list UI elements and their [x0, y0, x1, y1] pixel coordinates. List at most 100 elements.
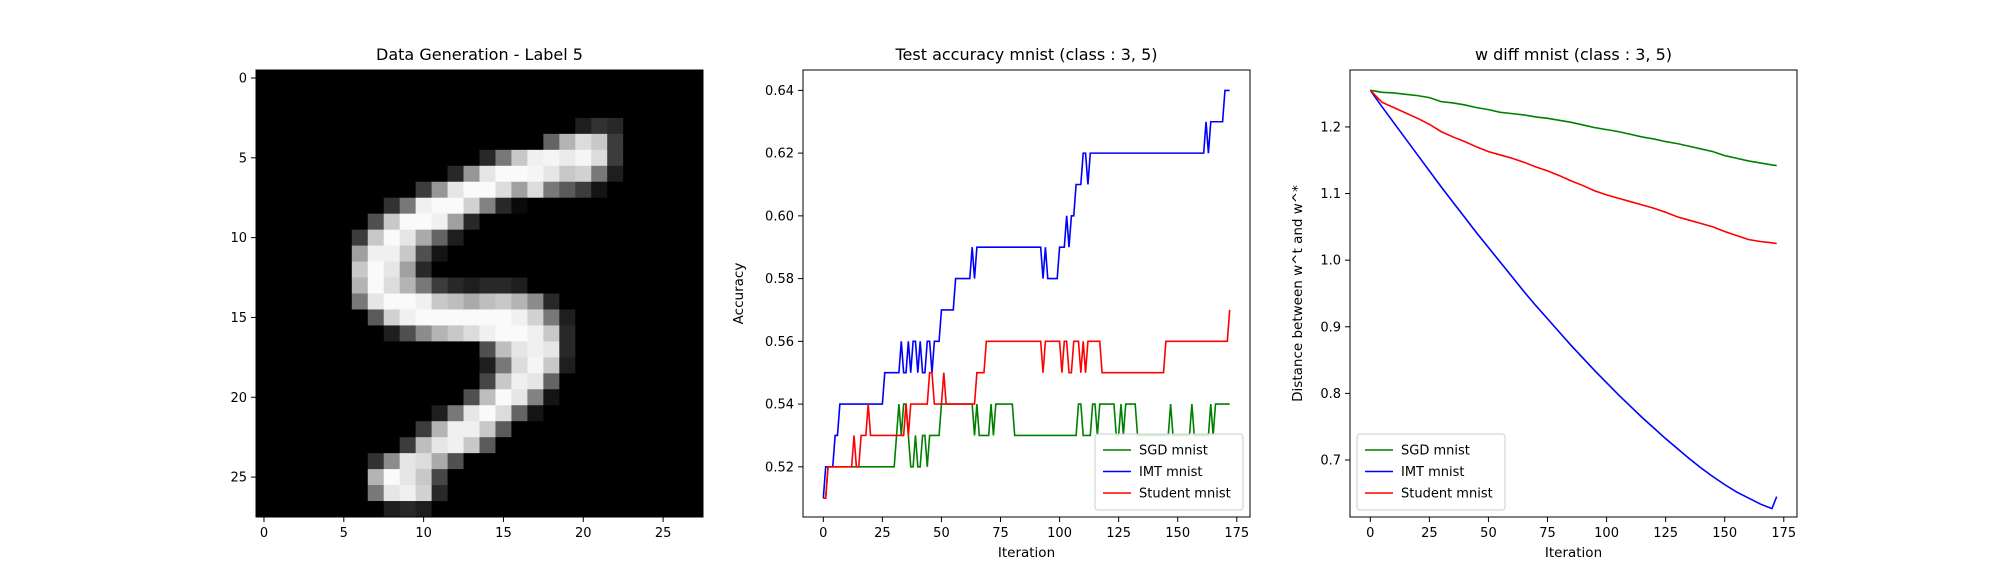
heatmap-cell — [351, 229, 369, 246]
heatmap-cell — [687, 469, 704, 486]
heatmap-cell — [383, 341, 401, 358]
chart-title: w diff mnist (class : 3, 5) — [1475, 45, 1672, 64]
heatmap-cell — [399, 133, 417, 151]
heatmap-cell — [399, 453, 417, 470]
heatmap-cell — [463, 197, 480, 215]
heatmap-cell — [687, 245, 704, 262]
heatmap-cell — [383, 405, 401, 422]
heatmap-cell — [447, 261, 464, 278]
x-tick-label: 150 — [1712, 526, 1737, 541]
heatmap-cell — [687, 421, 704, 438]
heatmap-cell — [431, 325, 448, 342]
heatmap-cell — [447, 277, 464, 294]
heatmap-cell — [447, 197, 464, 215]
heatmap-cell — [367, 501, 385, 518]
heatmap-cell — [319, 261, 337, 278]
heatmap-cell — [559, 197, 576, 215]
heatmap-cell — [495, 261, 512, 278]
heatmap-cell — [655, 229, 672, 246]
heatmap-cell — [287, 341, 305, 358]
heatmap-cell — [543, 277, 560, 294]
heatmap-cell — [591, 133, 608, 151]
heatmap-cell — [303, 453, 321, 470]
heatmap-cell — [543, 85, 560, 103]
heatmap-cell — [399, 117, 417, 135]
heatmap-cell — [351, 437, 369, 454]
heatmap-cell — [575, 501, 592, 518]
heatmap-cell — [527, 229, 544, 246]
heatmap-cell — [415, 133, 432, 151]
heatmap-cell — [671, 469, 688, 486]
heatmap-cell — [256, 437, 273, 454]
heatmap-cell — [431, 341, 448, 358]
heatmap-cell — [623, 133, 640, 151]
heatmap-cell — [511, 277, 528, 294]
heatmap-cell — [256, 373, 273, 390]
heatmap-cell — [575, 181, 592, 199]
heatmap-cell — [256, 405, 273, 422]
heatmap-cell — [623, 501, 640, 518]
heatmap-cell — [687, 85, 704, 103]
heatmap-cell — [543, 261, 560, 278]
heatmap-cell — [687, 117, 704, 135]
heatmap-cell — [511, 245, 528, 262]
heatmap-cell — [479, 277, 496, 294]
series-line-2 — [823, 309, 1231, 499]
heatmap-cell — [383, 277, 401, 294]
heatmap-cell — [559, 165, 576, 183]
heatmap-cell — [303, 277, 321, 294]
x-tick-label: 50 — [1480, 526, 1497, 541]
heatmap-cell — [527, 213, 544, 231]
heatmap-cell — [447, 405, 464, 422]
heatmap-cell — [271, 293, 289, 310]
heatmap-cell — [463, 341, 480, 358]
heatmap-cell — [383, 101, 401, 119]
heatmap-cell — [671, 373, 688, 390]
heatmap-cell — [543, 501, 560, 518]
heatmap-cell — [479, 341, 496, 358]
heatmap-cell — [271, 229, 289, 246]
legend-frame — [1356, 433, 1506, 511]
heatmap-cell — [383, 181, 401, 199]
heatmap-cell — [687, 373, 704, 390]
heatmap-cell — [623, 405, 640, 422]
x-tick-label: 5 — [340, 526, 348, 541]
heatmap-cell — [415, 341, 432, 358]
heatmap-cell — [287, 229, 305, 246]
heatmap-cell — [623, 85, 640, 103]
heatmap-cell — [351, 389, 369, 406]
heatmap-cell — [575, 405, 592, 422]
heatmap-cell — [591, 197, 608, 215]
heatmap-cell — [559, 453, 576, 470]
heatmap-cell — [335, 421, 353, 438]
heatmap-cell — [399, 437, 417, 454]
heatmap-cell — [319, 437, 337, 454]
heatmap-cell — [527, 133, 544, 151]
heatmap-cell — [351, 277, 369, 294]
image-panel: 0 5 10 15 20 25 0 5 10 15 20 25 Data Generation - La… — [230, 45, 704, 541]
heatmap-cell — [607, 469, 624, 486]
heatmap-cell — [623, 117, 640, 135]
heatmap-cell — [383, 133, 401, 151]
heatmap-cell — [639, 229, 656, 246]
heatmap-cell — [335, 389, 353, 406]
heatmap-cell — [591, 325, 608, 342]
heatmap-cell — [559, 357, 576, 374]
x-tick-label: 100 — [1594, 526, 1619, 541]
heatmap-cell — [543, 229, 560, 246]
heatmap-cell — [351, 293, 369, 310]
heatmap-cell — [367, 261, 385, 278]
heatmap-cell — [271, 101, 289, 119]
heatmap-cell — [271, 165, 289, 183]
heatmap-cell — [575, 357, 592, 374]
heatmap-cell — [335, 437, 353, 454]
x-tick-label: 0 — [819, 526, 827, 541]
heatmap-cell — [415, 70, 432, 87]
heatmap-cell — [271, 357, 289, 374]
heatmap-cell — [431, 149, 448, 167]
heatmap-cell — [303, 437, 321, 454]
heatmap-cell — [591, 229, 608, 246]
heatmap-cell — [303, 469, 321, 486]
heatmap-cell — [383, 293, 401, 310]
x-tick-label: 0 — [1366, 526, 1374, 541]
